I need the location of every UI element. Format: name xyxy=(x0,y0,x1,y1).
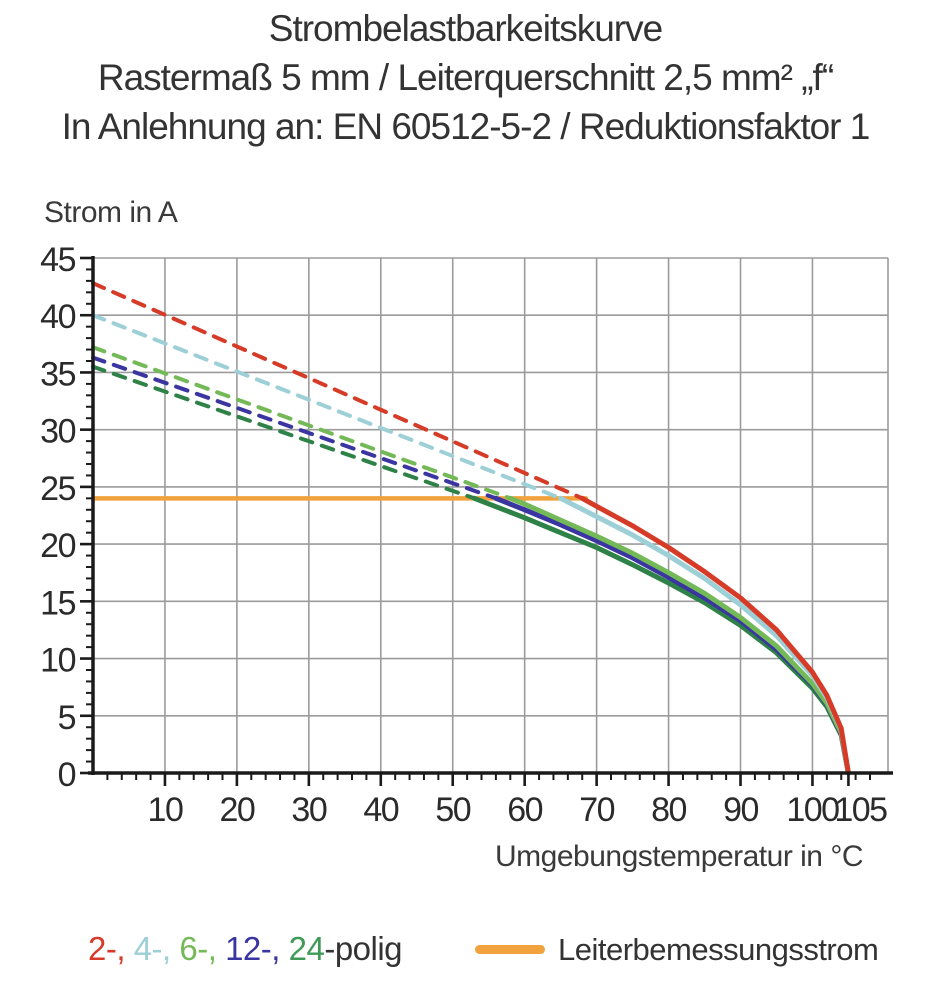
x-tick-label-70: 70 xyxy=(579,791,614,829)
y-tick-label-0: 0 xyxy=(58,756,76,794)
legend-pole-24: 24 xyxy=(288,930,325,967)
series-12-polig-dashed xyxy=(91,355,498,501)
rated-current-line-swatch xyxy=(475,945,545,954)
series-24-polig-solid xyxy=(471,495,851,776)
y-tick-label-40: 40 xyxy=(40,298,75,336)
tick-labels: 0 5 10 15 20 25 30 35 40 45 10 20 30 40 50 60 70 80 90 1001… xyxy=(40,241,888,829)
series-2-polig-solid xyxy=(579,495,851,776)
x-tick-label-40: 40 xyxy=(363,791,398,829)
x-tick-label-50: 50 xyxy=(435,791,470,829)
series-12-polig-solid xyxy=(493,495,851,776)
series-6-polig-solid xyxy=(507,495,851,776)
series-24-polig-dashed xyxy=(91,364,477,501)
x-tick-label-105: 105 xyxy=(834,791,887,829)
x-tick-label-20: 20 xyxy=(219,791,254,829)
y-tick-label-35: 35 xyxy=(40,355,75,393)
x-tick-label-60: 60 xyxy=(507,791,542,829)
axes xyxy=(88,256,893,775)
rated-current-label: Leiterbemessungsstrom xyxy=(558,932,879,967)
legend-pole-2: 2-, xyxy=(88,930,134,967)
chart-subtitle-standard: In Anlehnung an: EN 60512-5-2 / Reduktio… xyxy=(61,106,871,147)
x-tick-label-80: 80 xyxy=(651,791,686,829)
legend-pole-4: 4-, xyxy=(133,930,180,967)
x-axis-title: Umgebungstemperatur in °C xyxy=(494,840,864,873)
x-tick-label-10: 10 xyxy=(148,791,183,829)
series-6-polig-dashed xyxy=(91,345,513,501)
y-tick-label-30: 30 xyxy=(40,413,75,451)
tick-marks xyxy=(80,256,872,786)
y-tick-label-15: 15 xyxy=(40,584,75,622)
legend-pole-counts: 2-, 4-, 6-, 12-, 24-polig xyxy=(88,930,403,968)
x-tick-label-100: 100 xyxy=(786,791,839,829)
dashed-derating-lines xyxy=(91,281,585,501)
chart-title-block: Strombelastbarkeitskurve Rastermaß 5 mm … xyxy=(0,4,931,151)
y-tick-label-5: 5 xyxy=(58,699,76,737)
y-tick-label-20: 20 xyxy=(40,527,75,565)
series-2-polig-dashed xyxy=(91,281,585,501)
chart-subtitle-spec: Rastermaß 5 mm / Leiterquerschnitt 2,5 m… xyxy=(97,57,834,98)
y-tick-label-25: 25 xyxy=(40,470,75,508)
y-axis-title: Strom in A xyxy=(44,196,178,229)
series-4-polig-dashed xyxy=(91,313,563,501)
legend-pole-12: 12-, xyxy=(225,930,289,967)
x-tick-label-30: 30 xyxy=(291,791,326,829)
chart-title: Strombelastbarkeitskurve xyxy=(268,8,663,49)
y-tick-label-45: 45 xyxy=(40,241,75,279)
legend: 2-, 4-, 6-, 12-, 24-polig Leiterbemessun… xyxy=(0,930,931,980)
x-tick-label-90: 90 xyxy=(723,791,758,829)
y-tick-label-10: 10 xyxy=(40,642,75,680)
legend-rated-current: Leiterbemessungsstrom xyxy=(475,930,879,968)
legend-pole-6: 6-, xyxy=(179,930,226,967)
solid-derating-curves xyxy=(471,495,851,776)
legend-pole-suffix: -polig xyxy=(324,930,403,967)
